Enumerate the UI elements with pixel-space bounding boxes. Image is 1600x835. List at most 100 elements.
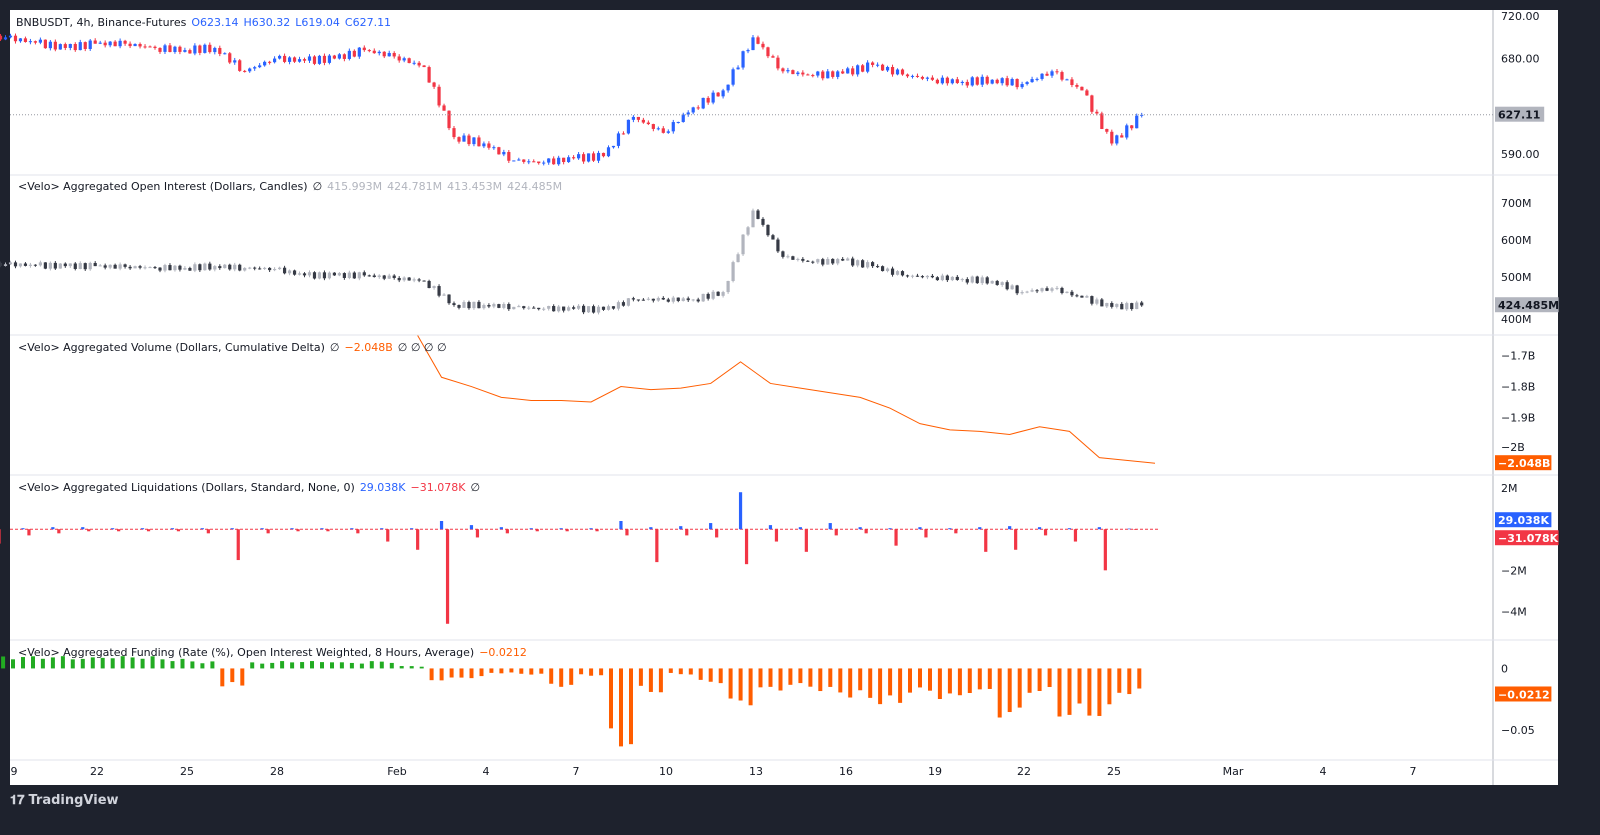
price-candle	[467, 135, 471, 145]
price-candle	[771, 56, 775, 58]
funding-bar	[40, 658, 45, 669]
liq-legend[interactable]: <Velo> Aggregated Liquidations (Dollars,…	[18, 481, 485, 494]
price-candle	[616, 133, 621, 146]
oi-candle	[263, 267, 267, 269]
funding-bar	[469, 668, 474, 679]
ohlc-open: O623.14	[191, 16, 239, 29]
price-candle	[691, 107, 695, 113]
oi-candle	[935, 277, 939, 281]
oi-candle	[1065, 291, 1069, 294]
price-candle	[811, 75, 815, 77]
liq-short-bar	[81, 527, 85, 530]
price-candle	[631, 116, 635, 120]
tradingview-logo[interactable]: 𝟏𝟕 TradingView	[10, 793, 119, 808]
price-candle	[527, 161, 531, 163]
liq-short-label: 29.038K	[1498, 514, 1549, 527]
oi-candle	[527, 307, 531, 309]
oi-candle	[1025, 291, 1029, 293]
oi-candle	[846, 258, 850, 261]
oi-legend[interactable]: <Velo> Aggregated Open Interest (Dollars…	[18, 180, 567, 193]
oi-candle	[626, 298, 631, 306]
price-candle	[352, 50, 356, 57]
funding-bar	[489, 668, 494, 673]
oi-candle	[83, 263, 87, 270]
funding-legend[interactable]: <Velo> Aggregated Funding (Rate (%), Ope…	[18, 646, 532, 659]
oi-candle	[317, 272, 322, 279]
price-candle	[213, 47, 217, 53]
cvd-last-label: −2.048B	[1498, 457, 1550, 470]
liq-long-bar	[804, 529, 808, 552]
liq-short-bar	[529, 528, 533, 530]
funding-bar	[878, 668, 883, 705]
price-candle	[1035, 78, 1039, 80]
x-tick-label: 4	[1320, 765, 1327, 778]
oi-candle	[900, 271, 905, 276]
oi-candle	[856, 260, 860, 266]
oi-candle	[297, 273, 302, 275]
oi-candle	[925, 275, 930, 278]
oi-candle	[412, 279, 416, 281]
funding-bar	[300, 662, 305, 669]
liq-short-bar	[469, 525, 474, 530]
symbol-legend[interactable]: BNBUSDT, 4h, Binance-Futures O623.14 H630.…	[16, 16, 396, 29]
cvd-legend[interactable]: <Velo> Aggregated Volume (Dollars, Cumul…	[18, 341, 452, 354]
funding-bar	[339, 662, 344, 669]
price-candle	[532, 161, 536, 163]
funding-bar	[310, 661, 314, 669]
funding-bar	[1047, 668, 1052, 688]
oi-candle	[726, 280, 730, 293]
funding-bar	[389, 662, 394, 669]
price-candle	[930, 77, 934, 80]
brand-name: TradingView	[28, 793, 119, 808]
y-tick-label: −2M	[1501, 564, 1527, 577]
price-candle	[920, 76, 925, 79]
price-candle	[497, 147, 501, 155]
price-candle	[706, 97, 710, 103]
price-candle	[173, 46, 177, 53]
funding-bar	[200, 663, 205, 669]
oi-candle	[1035, 290, 1039, 292]
oi-candle	[522, 306, 526, 309]
funding-bar	[1067, 668, 1072, 715]
price-candle	[43, 39, 47, 49]
funding-bar	[31, 656, 35, 669]
funding-bar	[648, 668, 653, 692]
oi-empty: ∅	[312, 180, 323, 193]
funding-bar	[280, 661, 285, 669]
cvd-empty: ∅	[329, 341, 340, 354]
oi-candle	[178, 265, 182, 270]
price-candle	[746, 50, 750, 52]
oi-candle	[337, 273, 341, 276]
oi-candle	[950, 276, 954, 281]
price-candle	[143, 46, 147, 48]
funding-bar	[529, 668, 534, 675]
funding-bar	[230, 668, 235, 683]
price-candle	[502, 151, 506, 155]
oi-candle	[1105, 303, 1109, 307]
price-candle	[228, 53, 232, 63]
funding-bar	[70, 659, 75, 669]
price-candle	[317, 55, 322, 64]
funding-bar	[957, 668, 962, 696]
oi-candle	[1115, 303, 1119, 307]
price-candle	[382, 51, 386, 57]
liq-long-bar	[984, 529, 988, 552]
y-tick-label: 590.00	[1501, 148, 1540, 161]
oi-candle	[676, 297, 680, 301]
price-candle	[153, 46, 157, 48]
oi-candle	[312, 272, 317, 279]
price-candle	[73, 43, 77, 51]
price-candle	[193, 45, 197, 54]
oi-candle	[477, 301, 481, 309]
funding-bar	[1037, 668, 1042, 692]
price-candle	[1080, 86, 1084, 91]
liq-long-bar	[87, 529, 91, 532]
funding-bar	[1077, 668, 1082, 704]
oi-candle	[606, 306, 611, 310]
price-candle	[1070, 79, 1074, 85]
price-candle	[402, 58, 406, 61]
oi-candle	[218, 266, 222, 269]
oi-candle	[397, 277, 401, 281]
liq-short-bar	[619, 521, 623, 530]
